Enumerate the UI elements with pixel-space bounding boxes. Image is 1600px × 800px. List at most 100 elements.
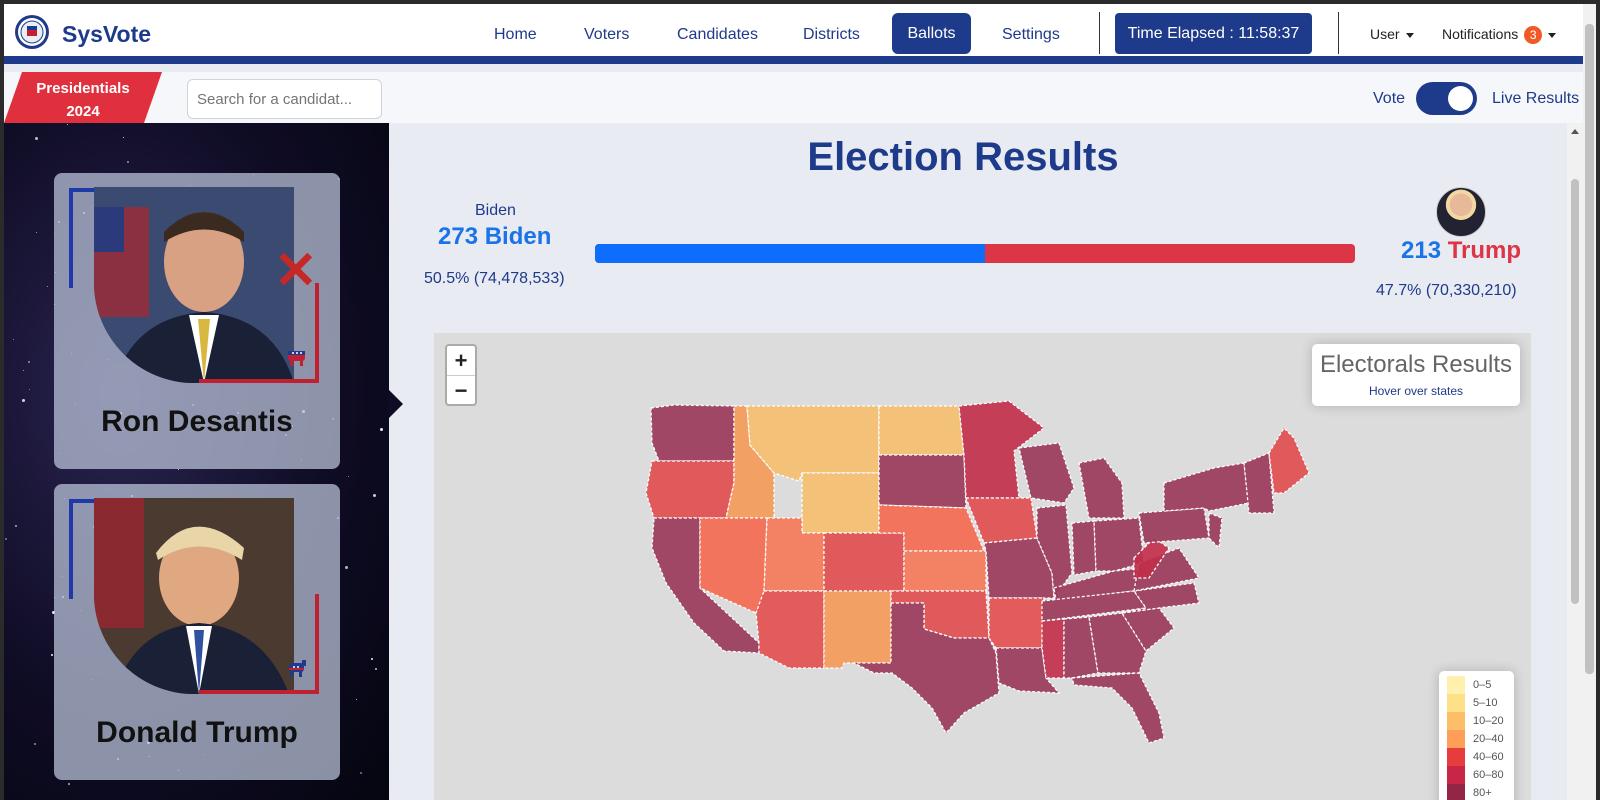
star-decoration bbox=[13, 339, 14, 340]
info-box-title: Electorals Results bbox=[1319, 351, 1513, 378]
donkey-icon bbox=[286, 660, 308, 683]
toggle-knob bbox=[1448, 86, 1473, 111]
vote-live-toggle[interactable] bbox=[1416, 82, 1477, 115]
zoom-out-button[interactable]: − bbox=[447, 375, 475, 404]
scroll-thumb[interactable] bbox=[1571, 179, 1579, 604]
star-decoration bbox=[68, 783, 70, 785]
chevron-down-icon bbox=[1548, 32, 1557, 38]
candidate-card[interactable]: ✕ Ron Desantis bbox=[54, 173, 340, 469]
legend-item: 10–20 bbox=[1447, 712, 1506, 730]
info-box-hint: Hover over states bbox=[1368, 384, 1464, 398]
state-indiana bbox=[1071, 520, 1097, 576]
chevron-down-icon bbox=[1405, 32, 1414, 38]
nav-settings[interactable]: Settings bbox=[1002, 26, 1060, 43]
eliminated-x-icon: ✕ bbox=[274, 242, 318, 300]
state-nebraska bbox=[878, 504, 985, 552]
trump-electoral-votes: 213 Trump bbox=[1401, 237, 1521, 265]
nav-voters[interactable]: Voters bbox=[584, 26, 630, 43]
legend-label: 5–10 bbox=[1473, 697, 1498, 709]
biden-bar-fill bbox=[595, 244, 985, 263]
state-florida bbox=[1071, 672, 1165, 744]
biden-name: Biden bbox=[484, 223, 552, 250]
legend-swatch bbox=[1447, 748, 1465, 766]
star-decoration bbox=[52, 611, 55, 614]
card-frame-top-left bbox=[69, 499, 94, 599]
legend-label: 60–80 bbox=[1473, 769, 1504, 781]
election-tag-year: 2024 bbox=[66, 103, 100, 120]
state-georgia bbox=[1088, 612, 1147, 674]
star-decoration bbox=[29, 389, 30, 390]
user-label: User bbox=[1370, 26, 1400, 42]
seal-logo-icon[interactable] bbox=[14, 14, 50, 50]
legend-label: 10–20 bbox=[1473, 715, 1504, 727]
star-decoration bbox=[123, 137, 124, 138]
time-elapsed-badge: Time Elapsed : 11:58:37 bbox=[1115, 13, 1312, 54]
nav-ballots-active[interactable]: Ballots bbox=[892, 13, 971, 54]
page-scrollbar[interactable] bbox=[1583, 4, 1596, 800]
state-michigan bbox=[1078, 457, 1125, 519]
nav-divider bbox=[1338, 12, 1339, 54]
state-maine bbox=[1268, 426, 1310, 494]
legend-label: 80+ bbox=[1473, 787, 1492, 799]
page-scroll-thumb[interactable] bbox=[1585, 24, 1594, 674]
state-tennessee bbox=[1041, 590, 1148, 622]
star-decoration bbox=[28, 361, 30, 363]
candidate-portrait bbox=[94, 187, 294, 383]
user-dropdown[interactable]: User bbox=[1370, 26, 1414, 42]
star-decoration bbox=[51, 654, 53, 656]
trump-avatar bbox=[1436, 187, 1486, 237]
us-states-map[interactable] bbox=[434, 333, 1531, 800]
candidate-search-input[interactable] bbox=[187, 79, 382, 119]
legend-item: 5–10 bbox=[1447, 694, 1506, 712]
star-decoration bbox=[356, 699, 357, 700]
nav-districts[interactable]: Districts bbox=[803, 26, 860, 43]
state-west-virginia bbox=[1133, 537, 1170, 579]
state-kansas bbox=[903, 550, 987, 592]
star-decoration bbox=[345, 566, 348, 569]
results-panel: Election Results Biden 273 Biden 50.5% (… bbox=[389, 123, 1539, 800]
biden-electoral-count: 273 bbox=[438, 223, 479, 250]
nav-divider bbox=[1099, 12, 1100, 54]
top-navbar: SysVote Home Voters Candidates Districts… bbox=[4, 4, 1583, 64]
state-south-carolina bbox=[1120, 607, 1175, 652]
state-arkansas bbox=[988, 597, 1045, 649]
nav-candidates[interactable]: Candidates bbox=[677, 26, 758, 43]
legend-swatch bbox=[1447, 676, 1465, 694]
star-decoration bbox=[23, 370, 24, 371]
electoral-info-box: Electorals Results Hover over states bbox=[1312, 344, 1520, 406]
biden-popular-vote: 50.5% (74,478,533) bbox=[424, 270, 565, 287]
state-wisconsin bbox=[1018, 442, 1075, 504]
legend-item: 60–80 bbox=[1447, 766, 1506, 784]
us-electoral-map[interactable]: + − Electorals Results Hover over states… bbox=[434, 333, 1531, 800]
nav-home[interactable]: Home bbox=[494, 26, 537, 43]
sub-toolbar: Presidentials 2024 Vote Live Results bbox=[4, 72, 1583, 123]
state-alabama bbox=[1063, 616, 1099, 679]
star-decoration bbox=[348, 476, 349, 477]
legend-swatch bbox=[1447, 712, 1465, 730]
star-decoration bbox=[15, 525, 17, 527]
candidate-card[interactable]: Donald Trump bbox=[54, 484, 340, 780]
trump-popular-vote: 47.7% (70,330,210) bbox=[1376, 282, 1517, 299]
legend-label: 20–40 bbox=[1473, 733, 1504, 745]
zoom-in-button[interactable]: + bbox=[454, 348, 468, 373]
state-montana bbox=[746, 405, 880, 482]
brand-name[interactable]: SysVote bbox=[62, 21, 152, 47]
notifications-dropdown[interactable]: Notifications 3 bbox=[1442, 26, 1557, 44]
state-wyoming bbox=[801, 472, 880, 534]
legend-swatch bbox=[1447, 784, 1465, 800]
electoral-progress-bar bbox=[595, 244, 1355, 263]
biden-electoral-votes: 273 Biden bbox=[438, 223, 551, 251]
candidate-name: Donald Trump bbox=[96, 716, 298, 749]
state-virginia bbox=[1133, 547, 1201, 592]
vote-mode-label: Vote bbox=[1373, 90, 1406, 107]
legend-swatch bbox=[1447, 694, 1465, 712]
state-new-jersey bbox=[1208, 512, 1223, 550]
state-minnesota bbox=[958, 400, 1046, 499]
legend-swatch bbox=[1447, 766, 1465, 784]
results-scrollbar[interactable] bbox=[1567, 123, 1583, 800]
legend-label: 0–5 bbox=[1473, 679, 1492, 691]
candidate-photo bbox=[94, 187, 294, 383]
legend-swatch bbox=[1447, 730, 1465, 748]
star-decoration bbox=[127, 161, 129, 163]
scroll-up-arrow-icon[interactable] bbox=[1571, 129, 1579, 134]
